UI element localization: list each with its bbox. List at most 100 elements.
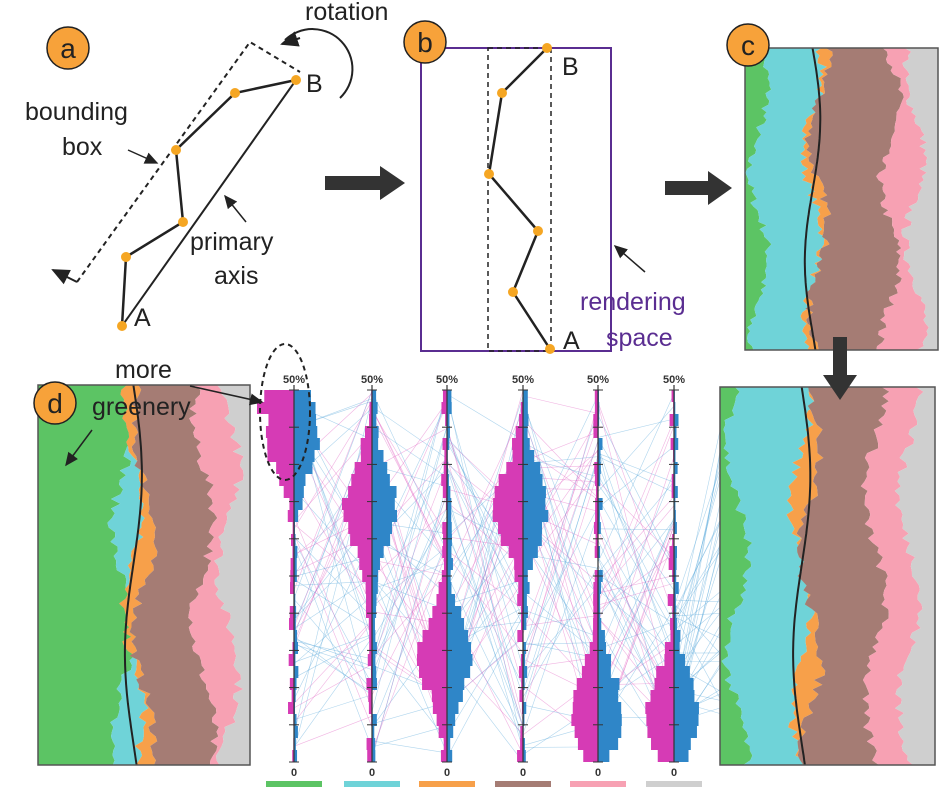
histogram-bar — [498, 474, 523, 486]
histogram-bar — [294, 414, 317, 426]
connection-line — [293, 533, 373, 728]
histogram-bar — [417, 642, 447, 654]
connection-line — [446, 467, 524, 697]
histogram-bar — [288, 654, 294, 666]
histogram-bar — [674, 462, 678, 474]
connection-line — [371, 507, 448, 666]
connection-line — [293, 694, 373, 721]
histogram-bar — [674, 726, 697, 738]
histogram-bar — [367, 750, 372, 762]
histogram-bar — [283, 486, 294, 498]
connection-line — [597, 582, 675, 606]
histogram-bar — [294, 546, 298, 558]
histogram-bar — [523, 426, 528, 438]
connection-line — [673, 589, 723, 631]
connection-line — [371, 540, 448, 728]
arrow — [613, 245, 646, 273]
connection-line — [371, 515, 448, 641]
connection-line — [673, 421, 723, 641]
legend-swatch — [419, 781, 475, 787]
connection-line — [522, 395, 599, 414]
histogram-bar — [598, 606, 601, 618]
legend-swatch — [266, 781, 322, 787]
panel-label: b — [417, 27, 433, 58]
histogram-bar — [288, 702, 294, 714]
histogram-bar — [368, 702, 372, 714]
histogram-bar — [364, 426, 372, 438]
histogram-bar — [594, 474, 598, 486]
histogram-bar — [372, 582, 378, 594]
connection-line — [293, 540, 373, 685]
arrow — [127, 149, 159, 164]
histogram-bar — [447, 546, 452, 558]
histogram-bar — [291, 534, 294, 546]
connection-line — [597, 438, 675, 569]
histogram-bar — [674, 630, 681, 642]
histogram-bar — [520, 402, 523, 414]
histogram-bar — [294, 714, 297, 726]
histogram-bar — [598, 546, 601, 558]
connection-line — [446, 396, 524, 627]
histogram-bar — [276, 462, 294, 474]
histogram-bar — [523, 534, 542, 546]
histogram-bar — [517, 594, 523, 606]
rotation-label: rotation — [305, 0, 388, 26]
connection-line — [371, 495, 448, 675]
histogram-bar — [664, 654, 674, 666]
histogram-bar — [447, 702, 459, 714]
histogram-bar — [598, 594, 601, 606]
histogram-bar — [294, 426, 318, 438]
histogram-bar — [372, 450, 384, 462]
connection-line — [446, 467, 524, 626]
histogram-bar — [508, 546, 523, 558]
histogram-bar — [447, 474, 449, 486]
arrow — [224, 194, 247, 223]
polyline — [487, 47, 552, 350]
histogram-bar — [674, 402, 676, 414]
histogram-bar — [294, 390, 311, 402]
histogram-bar — [447, 522, 452, 534]
histogram-bar — [595, 534, 598, 546]
histogram-bar — [514, 558, 523, 570]
connection-line — [371, 390, 448, 692]
connection-line — [522, 506, 599, 649]
connection-line — [293, 480, 373, 615]
area-layer — [745, 48, 772, 350]
axis-bottom-label: 0 — [595, 767, 601, 779]
histogram-bar — [268, 414, 294, 426]
histogram-bar — [571, 714, 598, 726]
connection-line — [293, 620, 373, 704]
histogram-bar — [290, 582, 294, 594]
connection-line — [293, 539, 373, 700]
histogram-bar — [598, 498, 603, 510]
histogram-bar — [294, 606, 297, 618]
connection-line — [293, 635, 373, 679]
histogram-bar — [523, 462, 541, 474]
histogram-bar — [494, 486, 523, 498]
connection-line — [597, 528, 675, 531]
histogram-bar — [447, 558, 453, 570]
connection-line — [597, 456, 675, 493]
histogram-bar — [593, 606, 598, 618]
histogram-bar — [447, 618, 465, 630]
connection-line — [293, 545, 373, 749]
histogram-bar — [291, 690, 294, 702]
connection-line — [293, 634, 373, 663]
connection-line — [293, 419, 373, 637]
connection-line — [597, 484, 675, 591]
histogram-bar — [372, 438, 379, 450]
arrow — [65, 429, 93, 467]
space-label: space — [606, 324, 673, 352]
histogram-bar — [372, 498, 395, 510]
histogram-bar — [645, 702, 674, 714]
connection-line — [371, 391, 448, 552]
histogram-bar — [598, 582, 602, 594]
histogram-bar — [372, 402, 378, 414]
connection-line — [371, 725, 448, 748]
histogram-bar — [360, 438, 372, 450]
histogram-bar — [265, 426, 294, 438]
histogram-bar — [351, 474, 372, 486]
histogram-bar — [372, 666, 377, 678]
panel-frame — [719, 386, 936, 766]
axis-bottom-label: 0 — [520, 767, 526, 779]
